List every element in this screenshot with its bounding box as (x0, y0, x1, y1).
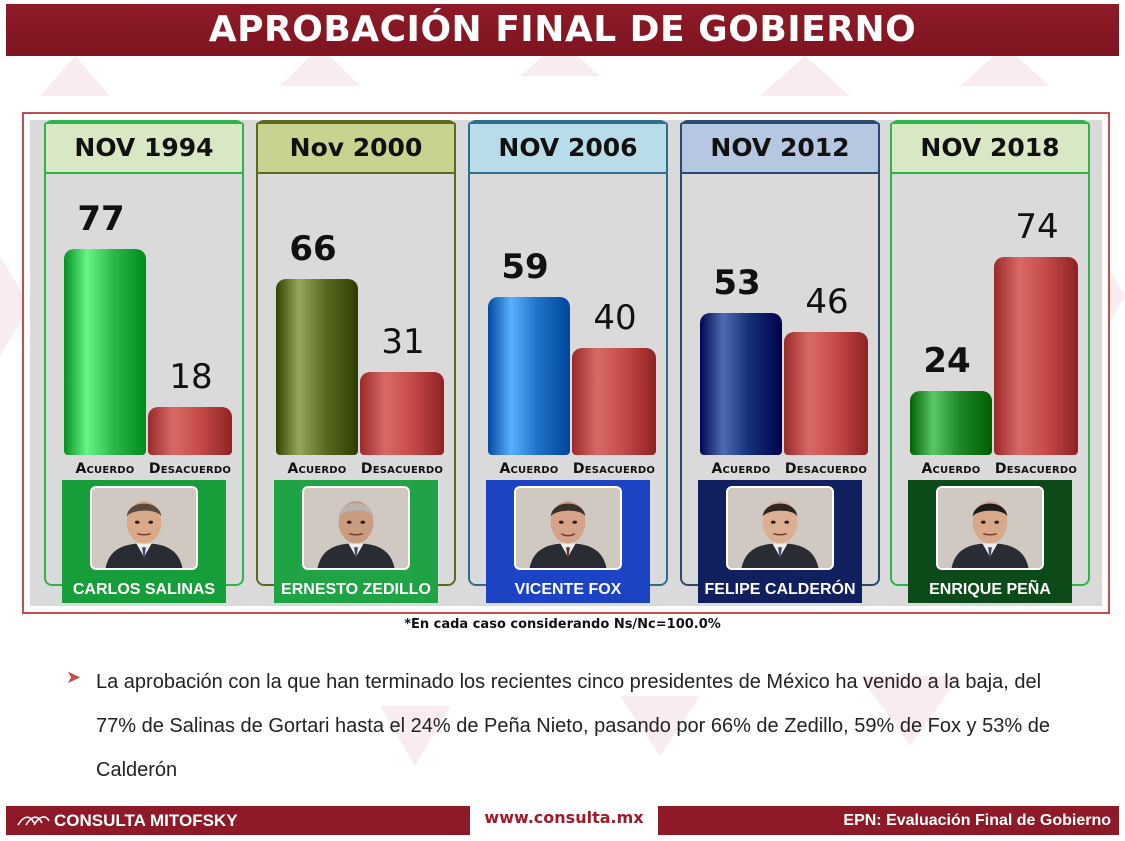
category-label-desacuerdo: Desacuerdo (784, 461, 868, 477)
president-card: ENRIQUE PEÑA (908, 480, 1072, 603)
value-label-desacuerdo: 40 (593, 298, 637, 339)
footnote: *En cada caso considerando Ns/Nc=100.0% (404, 617, 721, 632)
panel-period-label: NOV 2012 (680, 122, 880, 174)
category-label-acuerdo: Acuerdo (75, 461, 135, 477)
value-label-acuerdo: 53 (713, 263, 761, 304)
bar-acuerdo (910, 390, 992, 455)
bar-acuerdo (700, 313, 782, 455)
bar-desacuerdo (360, 372, 444, 455)
president-photo (302, 486, 410, 570)
president-card: ERNESTO ZEDILLO (274, 480, 438, 603)
category-label-desacuerdo: Desacuerdo (994, 461, 1078, 477)
value-label-desacuerdo: 31 (381, 322, 425, 363)
president-photo (90, 486, 198, 570)
value-label-acuerdo: 77 (77, 199, 125, 240)
bar-acuerdo (488, 297, 570, 455)
president-photo (726, 486, 834, 570)
bar-acuerdo (64, 249, 146, 455)
value-label-desacuerdo: 74 (1015, 207, 1059, 248)
bullet-arrow-icon: ➤ (66, 667, 82, 688)
panel-period-label: NOV 2006 (468, 122, 668, 174)
page-title: APROBACIÓN FINAL DE GOBIERNO (6, 4, 1119, 56)
value-label-acuerdo: 24 (923, 340, 971, 381)
panel-period-label: NOV 1994 (44, 122, 244, 174)
president-photo (936, 486, 1044, 570)
summary-paragraph: La aprobación con la que han terminado l… (96, 671, 1050, 781)
category-label-desacuerdo: Desacuerdo (572, 461, 656, 477)
category-label-acuerdo: Acuerdo (287, 461, 347, 477)
bar-acuerdo (276, 278, 358, 455)
president-card: CARLOS SALINAS (62, 480, 226, 603)
category-label-acuerdo: Acuerdo (499, 461, 559, 477)
panel-period-label: NOV 2018 (890, 122, 1090, 174)
panel-period-label: Nov 2000 (256, 122, 456, 174)
president-photo (514, 486, 622, 570)
president-card: VICENTE FOX (486, 480, 650, 603)
president-name: ENRIQUE PEÑA (929, 581, 1051, 598)
mitofsky-logo-icon (17, 816, 50, 826)
value-label-desacuerdo: 46 (805, 282, 849, 323)
footer-caption: EPN: Evaluación Final de Gobierno (843, 812, 1111, 829)
president-name: CARLOS SALINAS (72, 581, 216, 598)
footer-logo: CONSULTA MITOFSKY (16, 806, 238, 835)
bar-desacuerdo (994, 257, 1078, 455)
category-label-desacuerdo: Desacuerdo (360, 461, 444, 477)
footer-logo-text: CONSULTA MITOFSKY (54, 811, 238, 830)
category-label-desacuerdo: Desacuerdo (148, 461, 232, 477)
bar-desacuerdo (572, 348, 656, 455)
value-label-acuerdo: 66 (289, 228, 337, 269)
president-name: VICENTE FOX (514, 581, 622, 598)
president-name: ERNESTO ZEDILLO (281, 581, 431, 598)
category-label-acuerdo: Acuerdo (921, 461, 981, 477)
category-label-acuerdo: Acuerdo (711, 461, 771, 477)
president-name: FELIPE CALDERÓN (704, 581, 856, 598)
president-card: FELIPE CALDERÓN (698, 480, 862, 603)
footer-url-link[interactable]: www.consulta.mx (470, 802, 658, 836)
value-label-desacuerdo: 18 (169, 356, 213, 397)
bar-desacuerdo (148, 406, 232, 455)
bar-desacuerdo (784, 332, 868, 455)
value-label-acuerdo: 59 (501, 247, 549, 288)
